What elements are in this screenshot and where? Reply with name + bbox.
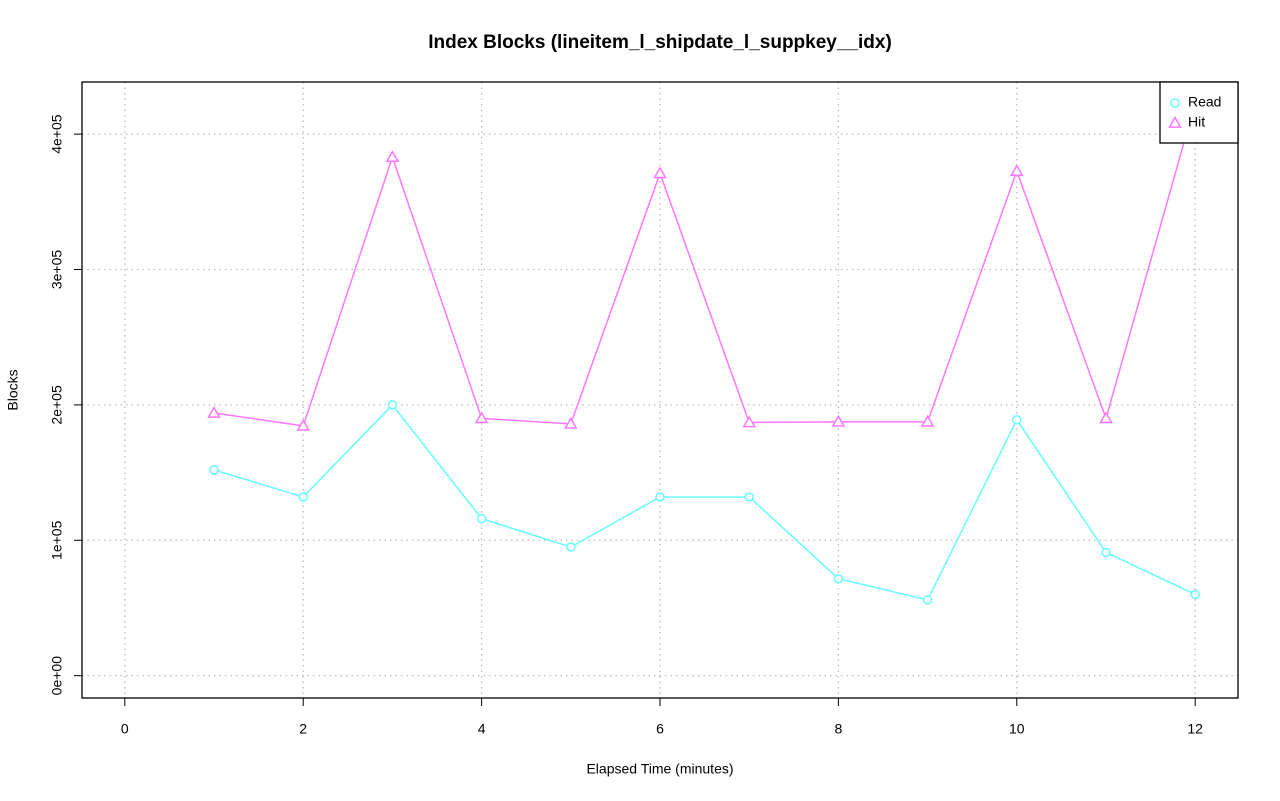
data-point [833,573,844,584]
legend-label: Read [1188,94,1221,110]
x-tick-label: 10 [1009,721,1025,737]
y-tick-label: 2e+05 [49,385,65,425]
data-point [744,492,754,502]
plot-frame [81,81,1239,699]
series-line [213,102,1196,427]
y-axis-label: Blocks [5,369,21,410]
data-point [653,166,667,179]
data-point [298,492,308,502]
data-point [296,418,311,431]
data-point [207,406,221,418]
data-point [831,414,846,427]
data-point [1101,547,1111,558]
legend-label: Hit [1188,114,1205,130]
data-point [1009,164,1024,176]
legend-marker [1168,115,1182,128]
data-point [1190,589,1200,600]
x-tick-label: 0 [121,721,129,737]
data-point [387,400,398,410]
data-point [385,150,400,163]
x-tick-label: 4 [478,721,486,737]
x-tick-label: 12 [1187,721,1203,737]
data-point [920,414,935,427]
chart-title: Index Blocks (lineitem_l_shipdate_l_supp… [428,32,892,53]
x-tick-label: 6 [656,721,664,737]
x-tick-label: 8 [834,721,842,737]
series-line [213,403,1196,601]
data-point [922,595,933,605]
x-tick-label: 2 [299,721,307,737]
data-point [209,465,219,475]
y-tick-label: 0e+00 [49,656,65,696]
x-axis-label: Elapsed Time (minutes) [586,761,733,777]
legend-marker [1170,98,1180,108]
y-tick-label: 1e+05 [49,520,65,560]
data-point [564,416,578,429]
data-point [1012,415,1022,425]
legend-box [1159,81,1239,144]
data-point [1099,411,1113,424]
data-point [476,513,487,524]
data-point [474,411,489,424]
y-tick-label: 4e+05 [49,114,65,154]
data-point [566,542,576,552]
y-tick-label: 3e+05 [49,250,65,290]
data-point [655,492,665,502]
data-point [742,415,756,428]
